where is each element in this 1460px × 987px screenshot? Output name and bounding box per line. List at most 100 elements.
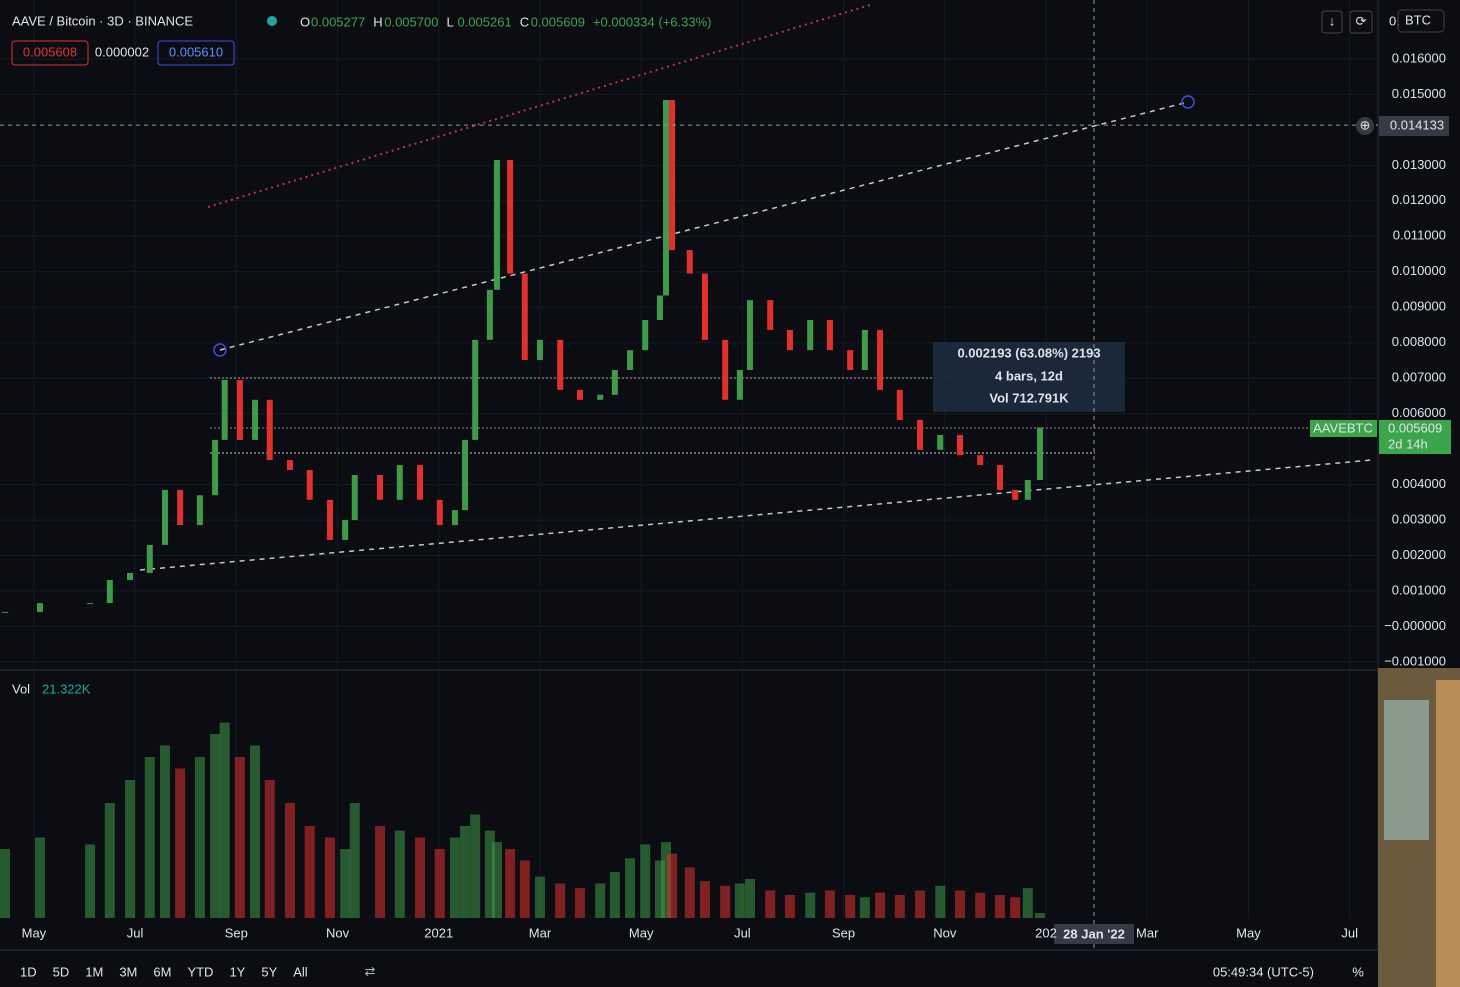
sell-price[interactable]: 0.005608 [23, 44, 77, 59]
y-tick-label: 0.001000 [1392, 582, 1446, 597]
clock: 05:49:34 (UTC-5) [1213, 964, 1314, 979]
buy-price[interactable]: 0.005610 [169, 44, 223, 59]
y-tick-label: 0.013000 [1392, 157, 1446, 172]
candle [462, 439, 469, 511]
volume-bar [505, 849, 516, 918]
volume-bar [574, 888, 585, 918]
anchor-point[interactable] [213, 343, 227, 357]
candle [1024, 479, 1031, 500]
compare-icon[interactable]: ⇄ [365, 963, 376, 978]
add-button[interactable] [1356, 117, 1374, 135]
volume-bar [894, 895, 905, 918]
currency-button[interactable] [1397, 9, 1445, 33]
range-button[interactable]: 3M [119, 964, 137, 979]
crosshair-time: 28 Jan '22 [1063, 926, 1125, 941]
candle [252, 399, 259, 440]
candle [807, 319, 814, 351]
trend-line[interactable] [207, 4, 871, 208]
volume-bar [144, 757, 155, 918]
candle [597, 394, 604, 400]
percent-toggle[interactable]: % [1352, 964, 1364, 979]
candle [436, 499, 443, 526]
webcam-detail [1436, 680, 1460, 987]
candle [786, 329, 793, 351]
x-tick-label: Sep [225, 925, 248, 940]
x-tick-label: 2021 [424, 925, 453, 940]
ohlc-key: O [300, 14, 310, 29]
volume-bar [845, 895, 856, 918]
ohlc-value: 0.005609 [531, 14, 585, 29]
range-button[interactable]: 1Y [229, 964, 245, 979]
download-button[interactable] [1321, 10, 1343, 34]
candle [686, 250, 693, 274]
x-tick-label: Nov [933, 925, 957, 940]
candle [326, 499, 333, 540]
volume-bar [954, 890, 965, 918]
candle [106, 580, 113, 604]
range-button[interactable]: 5D [53, 964, 70, 979]
candle [611, 370, 618, 395]
volume-bar [104, 803, 115, 918]
y-tick-label: 0.012000 [1392, 192, 1446, 207]
download-icon[interactable]: ↓ [1329, 13, 1336, 28]
volume-bar [654, 860, 665, 918]
range-button[interactable]: 5Y [261, 964, 277, 979]
volume-bar [915, 890, 926, 918]
trend-line[interactable] [139, 459, 1373, 571]
trend-line[interactable] [219, 101, 1189, 351]
axis-partial: 0. [1389, 13, 1400, 28]
volume-bar [284, 803, 295, 918]
ohlc-value: 0.005277 [311, 14, 365, 29]
candle [826, 319, 833, 351]
x-tick-label: May [22, 925, 47, 940]
candle [266, 399, 273, 461]
volume-bar [250, 745, 261, 918]
volume-bar [210, 734, 221, 918]
candle [877, 329, 884, 390]
currency[interactable]: BTC [1405, 12, 1431, 27]
candle [746, 300, 753, 371]
last-price-bg [1379, 420, 1451, 454]
y-tick-label: 0.009000 [1392, 299, 1446, 314]
range-button[interactable]: 1M [85, 964, 103, 979]
candle [212, 439, 219, 496]
volume-bar [640, 844, 651, 918]
ohlc-value: 0.005261 [457, 14, 511, 29]
range-button[interactable]: YTD [187, 964, 213, 979]
candle [486, 289, 493, 340]
volume-bar [34, 837, 45, 918]
settings-button[interactable] [1349, 10, 1373, 34]
candle [1012, 489, 1019, 500]
candle [417, 465, 424, 500]
volume-bar [720, 885, 731, 918]
candle [767, 300, 774, 330]
label-bg [1379, 116, 1449, 136]
candle [146, 544, 153, 573]
measure-text: Vol 712.791K [989, 390, 1069, 405]
candle [722, 339, 729, 400]
y-tick-label: 0.002000 [1392, 547, 1446, 562]
grid [0, 0, 1378, 918]
candle [917, 420, 924, 450]
buy-box[interactable] [157, 40, 235, 66]
range-button[interactable]: All [293, 964, 308, 979]
range-button[interactable]: 1D [20, 964, 37, 979]
y-tick-label: 0.008000 [1392, 334, 1446, 349]
spread: 0.000002 [95, 44, 149, 59]
plus-icon[interactable]: ⊕ [1360, 117, 1371, 132]
y-tick-label: 0.003000 [1392, 512, 1446, 527]
anchor-point[interactable] [1181, 95, 1195, 109]
candle [669, 100, 676, 251]
volume-bar [824, 890, 835, 918]
volume-bar [555, 883, 566, 918]
volume-bar [660, 842, 671, 918]
candle [521, 273, 528, 361]
settings-icon[interactable]: ⟳ [1356, 13, 1367, 28]
candle [861, 329, 868, 371]
sell-box[interactable] [11, 40, 89, 66]
candle [161, 489, 168, 545]
y-tick-label: 0.015000 [1392, 86, 1446, 101]
range-button[interactable]: 6M [153, 964, 171, 979]
x-tick-label: Sep [832, 925, 855, 940]
